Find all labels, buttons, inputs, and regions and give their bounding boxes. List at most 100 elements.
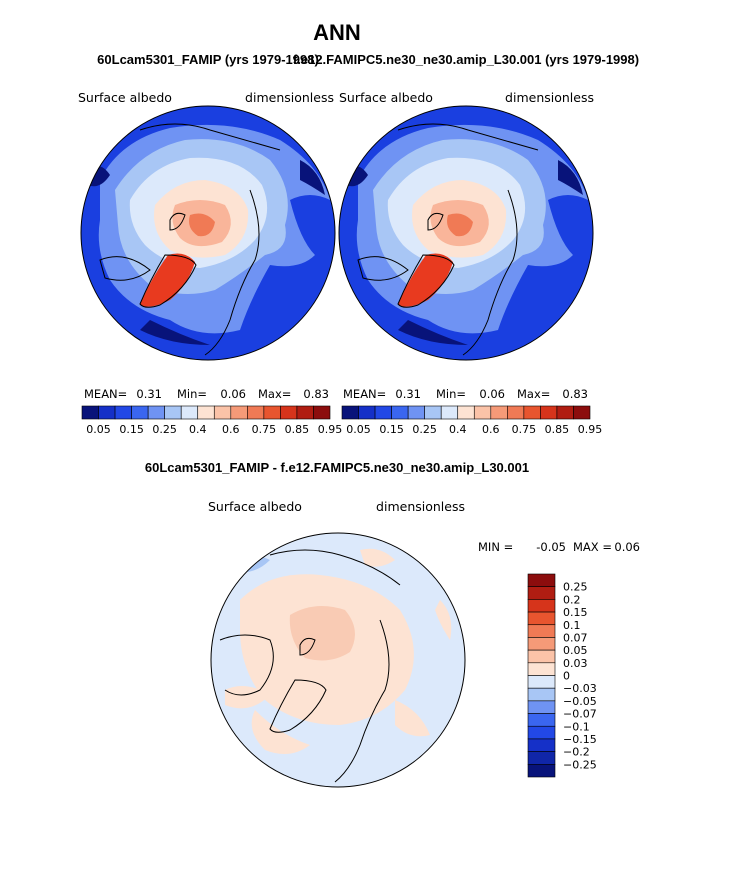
right-mean-label: MEAN= bbox=[343, 387, 386, 401]
diff-colorbar-tick-label: 0.07 bbox=[563, 631, 588, 644]
right-colorbar-swatch bbox=[573, 405, 591, 420]
left-colorbar-swatch bbox=[131, 405, 149, 420]
diff-colorbar-swatch bbox=[527, 738, 556, 752]
left-colorbar-swatch bbox=[280, 405, 298, 420]
right-colorbar-swatch bbox=[424, 405, 442, 420]
diff-colorbar-swatch bbox=[527, 624, 556, 638]
diff-colorbar-swatch bbox=[527, 725, 556, 740]
diff-colorbar-swatch bbox=[527, 599, 556, 613]
right-colorbar-swatch bbox=[490, 405, 508, 420]
diff-max-label: MAX = bbox=[573, 540, 612, 554]
diff-units-label: dimensionless bbox=[376, 499, 465, 514]
diff-colorbar-swatch bbox=[527, 662, 556, 676]
right-colorbar-tick-label: 0.05 bbox=[346, 423, 371, 436]
right-colorbar-tick-label: 0.95 bbox=[578, 423, 603, 436]
right-units-label: dimensionless bbox=[505, 90, 594, 105]
left-colorbar-swatch bbox=[213, 405, 232, 420]
right-colorbar-swatch bbox=[556, 405, 574, 420]
left-polar-map bbox=[81, 106, 335, 360]
right-min-value: 0.06 bbox=[479, 387, 505, 401]
left-mean-label: MEAN= bbox=[84, 387, 127, 401]
left-min-label: Min= bbox=[177, 387, 207, 401]
right-colorbar-swatch bbox=[391, 405, 409, 420]
diff-max-value: 0.06 bbox=[614, 540, 640, 554]
left-map-border bbox=[80, 105, 336, 361]
diff-colorbar-tick-label: 0.1 bbox=[563, 619, 581, 632]
right-case-title: f.e12.FAMIPC5.ne30_ne30.amip_L30.001 (yr… bbox=[293, 52, 639, 67]
left-colorbar-swatch bbox=[114, 405, 132, 420]
diff-map-border bbox=[210, 532, 466, 788]
left-colorbar-swatch bbox=[180, 405, 199, 420]
left-colorbar-tick-label: 0.6 bbox=[222, 423, 240, 436]
diff-colorbar-swatch bbox=[527, 700, 556, 714]
right-colorbar-swatch bbox=[407, 405, 425, 420]
left-colorbar: 0.05 0.15 0.25 0.4 0.6 0.75 0.85 0.95 bbox=[81, 405, 343, 436]
right-variable-label: Surface albedo bbox=[339, 90, 433, 105]
left-variable-label: Surface albedo bbox=[78, 90, 172, 105]
diff-colorbar-swatch bbox=[527, 611, 556, 626]
diff-colorbar-tick-label: 0.25 bbox=[563, 581, 588, 594]
right-mean-value: 0.31 bbox=[395, 387, 421, 401]
left-colorbar-swatch bbox=[197, 405, 215, 420]
right-polar-map bbox=[339, 106, 593, 360]
left-colorbar-tick-label: 0.85 bbox=[285, 423, 310, 436]
right-colorbar-swatch bbox=[523, 405, 541, 420]
right-colorbar-swatch bbox=[440, 405, 459, 420]
left-mean-value: 0.31 bbox=[136, 387, 162, 401]
diff-colorbar-tick-label: −0.2 bbox=[563, 746, 590, 759]
left-colorbar-tick-label: 0.95 bbox=[318, 423, 343, 436]
diff-min-value: -0.05 bbox=[536, 540, 566, 554]
left-units-label: dimensionless bbox=[245, 90, 334, 105]
right-colorbar-tick-label: 0.75 bbox=[512, 423, 537, 436]
diff-colorbar-swatch bbox=[527, 713, 556, 727]
right-colorbar-tick-label: 0.25 bbox=[412, 423, 437, 436]
diff-colorbar-swatch bbox=[527, 586, 556, 600]
left-colorbar-swatch bbox=[296, 405, 314, 420]
right-colorbar-swatch bbox=[341, 405, 359, 420]
left-colorbar-swatch bbox=[81, 405, 99, 420]
diff-colorbar-tick-label: 0 bbox=[563, 670, 570, 683]
left-max-label: Max= bbox=[258, 387, 291, 401]
left-max-value: 0.83 bbox=[303, 387, 329, 401]
right-colorbar-tick-label: 0.4 bbox=[449, 423, 467, 436]
diff-min-label: MIN = bbox=[478, 540, 513, 554]
left-colorbar-swatch bbox=[98, 405, 116, 420]
diff-colorbar-swatch bbox=[527, 637, 556, 651]
diff-colorbar-tick-label: −0.15 bbox=[563, 733, 597, 746]
diff-title: 60Lcam5301_FAMIP - f.e12.FAMIPC5.ne30_ne… bbox=[145, 460, 529, 475]
right-colorbar-swatch bbox=[358, 405, 376, 420]
diff-colorbar-tick-label: −0.25 bbox=[563, 758, 597, 771]
left-colorbar-swatch bbox=[164, 405, 182, 420]
diff-colorbar-tick-label: −0.07 bbox=[563, 708, 597, 721]
left-colorbar-swatch bbox=[147, 405, 165, 420]
left-colorbar-tick-label: 0.4 bbox=[189, 423, 207, 436]
right-map-border bbox=[338, 105, 594, 361]
left-colorbar-tick-label: 0.75 bbox=[252, 423, 277, 436]
right-colorbar-tick-label: 0.15 bbox=[379, 423, 404, 436]
right-colorbar-tick-label: 0.6 bbox=[482, 423, 500, 436]
figure-title: ANN bbox=[313, 20, 361, 45]
diff-colorbar-swatch bbox=[527, 573, 556, 587]
diff-colorbar-swatch bbox=[527, 675, 556, 689]
diff-colorbar-swatch bbox=[527, 764, 556, 778]
right-colorbar-swatch bbox=[507, 405, 525, 420]
left-colorbar-tick-label: 0.05 bbox=[86, 423, 111, 436]
left-colorbar-tick-label: 0.15 bbox=[119, 423, 144, 436]
right-min-label: Min= bbox=[436, 387, 466, 401]
diff-colorbar-tick-label: −0.1 bbox=[563, 720, 590, 733]
diff-polar-map bbox=[211, 533, 465, 787]
left-colorbar-swatch bbox=[263, 405, 281, 420]
right-colorbar-swatch bbox=[374, 405, 392, 420]
diff-colorbar-tick-label: 0.05 bbox=[563, 644, 588, 657]
left-case-title: 60Lcam5301_FAMIP (yrs 1979-1998) bbox=[97, 52, 319, 67]
diff-variable-label: Surface albedo bbox=[208, 499, 302, 514]
left-min-value: 0.06 bbox=[220, 387, 246, 401]
diff-colorbar-swatch bbox=[527, 687, 556, 702]
left-colorbar-swatch bbox=[247, 405, 265, 420]
right-max-label: Max= bbox=[517, 387, 550, 401]
right-colorbar-swatch bbox=[540, 405, 558, 420]
left-colorbar-swatch bbox=[313, 405, 331, 420]
diff-colorbar-tick-label: 0.15 bbox=[563, 606, 588, 619]
right-colorbar-tick-label: 0.85 bbox=[545, 423, 570, 436]
